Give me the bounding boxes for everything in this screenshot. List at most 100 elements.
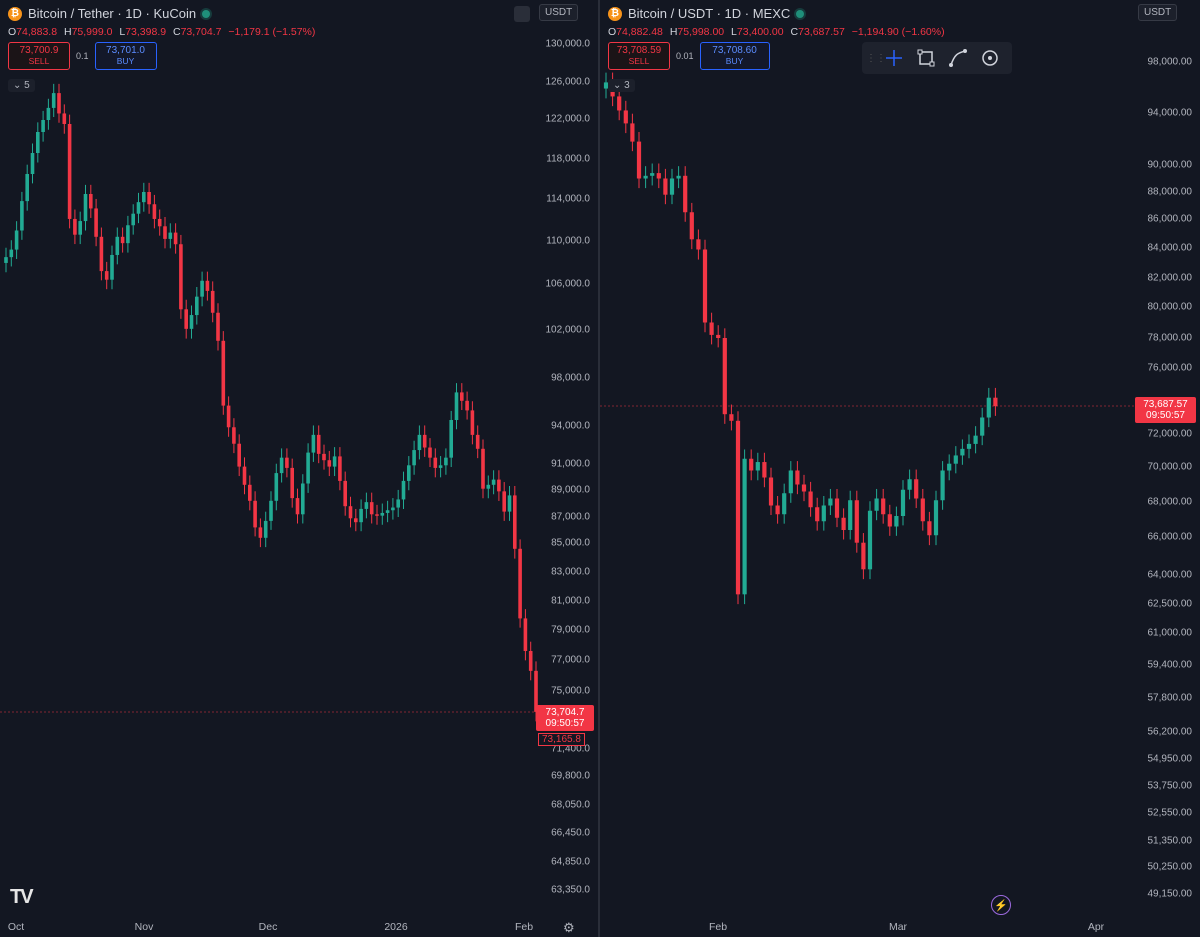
- candle: [62, 104, 67, 134]
- left-symbol-title[interactable]: Bitcoin / Tether · 1D · KuCoin: [28, 6, 197, 21]
- candle: [359, 499, 363, 532]
- candle: [163, 216, 167, 249]
- buy-button[interactable]: 73,708.60 BUY: [699, 42, 770, 70]
- currency-selector[interactable]: USDT: [1138, 4, 1178, 21]
- candle: [481, 439, 485, 499]
- crosshair-icon[interactable]: [882, 46, 906, 70]
- candle-body: [460, 392, 464, 401]
- sell-price: 73,708.59: [616, 45, 662, 56]
- rectangle-icon[interactable]: [914, 46, 938, 70]
- sell-button[interactable]: 73,708.59 SELL: [608, 42, 670, 70]
- left-trade-buttons: 73,700.9 SELL 0.1 73,701.0 BUY: [8, 42, 157, 70]
- candle-body: [221, 340, 226, 406]
- right-candlestick-chart[interactable]: [600, 0, 1200, 937]
- price-tick-label: 64,850.0: [551, 856, 590, 868]
- candle: [834, 488, 840, 528]
- candle-body: [163, 226, 167, 239]
- candle: [920, 488, 925, 531]
- sell-button[interactable]: 73,700.9 SELL: [8, 42, 70, 70]
- drawing-toolbar[interactable]: ⋮⋮: [862, 42, 1012, 74]
- candle: [316, 425, 321, 464]
- buy-button[interactable]: 73,701.0 BUY: [94, 42, 157, 70]
- candle: [94, 198, 98, 247]
- open-value: 74,882.48: [616, 26, 663, 38]
- candle: [689, 202, 694, 250]
- right-chart-pane[interactable]: ₿ Bitcoin / USDT · 1D · MEXC O74,882.48 …: [600, 0, 1200, 937]
- time-label: Nov: [134, 921, 154, 933]
- left-ohlc-legend: O74,883.8 H75,999.0 L73,398.9 C73,704.7 …: [8, 26, 319, 38]
- tradingview-logo[interactable]: TV: [10, 886, 34, 908]
- candle: [295, 488, 300, 524]
- candle: [683, 166, 688, 222]
- candle: [332, 447, 337, 477]
- candle: [821, 496, 826, 531]
- candle-body: [354, 518, 358, 523]
- candle: [768, 467, 774, 515]
- candle-body: [67, 124, 72, 219]
- candle: [30, 143, 35, 184]
- candle-body: [656, 173, 661, 179]
- right-symbol-title[interactable]: Bitcoin / USDT · 1D · MEXC: [628, 6, 791, 21]
- candle-body: [735, 420, 741, 595]
- indicators-toggle[interactable]: ⌄ 5: [8, 79, 35, 92]
- candle: [947, 454, 952, 481]
- candle: [643, 166, 648, 189]
- price-tick-label: 70,000.00: [1147, 461, 1193, 473]
- candle-body: [348, 506, 353, 519]
- settings-icon[interactable]: ⚙: [563, 920, 575, 935]
- target-icon[interactable]: [978, 46, 1002, 70]
- candle: [848, 490, 853, 540]
- path-icon[interactable]: [946, 46, 970, 70]
- left-candlestick-chart[interactable]: [0, 0, 598, 937]
- candle: [722, 328, 727, 424]
- candle: [301, 474, 305, 524]
- candle-body: [894, 516, 899, 527]
- candle: [663, 168, 668, 205]
- candle-body: [4, 257, 8, 263]
- right-price-axis[interactable]: 98,000.00 94,000.00 90,000.00 88,000.00 86,0…: [600, 0, 1200, 937]
- candle: [78, 211, 82, 245]
- pane-divider[interactable]: [598, 0, 600, 937]
- price-tick-label: 77,000.0: [551, 654, 590, 666]
- candle: [960, 439, 965, 465]
- candle: [385, 500, 390, 523]
- candle-body: [986, 397, 991, 418]
- ohlc-label: H: [63, 26, 72, 38]
- candle-body: [110, 254, 114, 280]
- candle-body: [927, 521, 932, 536]
- left-price-axis[interactable]: 130,000.0 126,000.0 122,000.0 118,000.0 114,…: [0, 0, 598, 937]
- candle: [762, 452, 767, 488]
- maximize-icon[interactable]: [514, 6, 530, 22]
- indicators-toggle[interactable]: ⌄ 3: [608, 79, 635, 92]
- candle: [89, 184, 93, 218]
- currency-selector[interactable]: USDT: [539, 4, 579, 21]
- candle: [120, 227, 125, 253]
- candle: [630, 113, 635, 152]
- candle: [907, 469, 912, 500]
- candle-body: [742, 458, 747, 595]
- candle-body: [702, 249, 708, 323]
- candle-body: [940, 470, 945, 501]
- candle: [656, 163, 661, 189]
- left-chart-pane[interactable]: ₿ Bitcoin / Tether · 1D · KuCoin O74,883…: [0, 0, 598, 937]
- candle-body: [412, 450, 416, 466]
- candle-body: [248, 484, 252, 501]
- candle-body: [417, 434, 422, 451]
- candle-body: [834, 498, 840, 518]
- candle-body: [338, 456, 342, 481]
- lightning-icon[interactable]: ⚡: [991, 895, 1011, 915]
- candle-body: [359, 508, 363, 523]
- candle-body: [73, 218, 77, 235]
- ohlc-label: H: [669, 26, 678, 38]
- time-label: Oct: [7, 921, 25, 933]
- drag-handle-icon[interactable]: ⋮⋮: [866, 52, 886, 64]
- candle-body: [51, 93, 56, 108]
- candle-body: [513, 495, 517, 549]
- candle-body: [470, 410, 475, 435]
- candle: [428, 438, 432, 468]
- candle-body: [104, 271, 109, 280]
- candle-body: [189, 315, 194, 329]
- candle-body: [696, 239, 701, 250]
- ohlc-label: L: [731, 26, 737, 38]
- candle: [290, 458, 294, 508]
